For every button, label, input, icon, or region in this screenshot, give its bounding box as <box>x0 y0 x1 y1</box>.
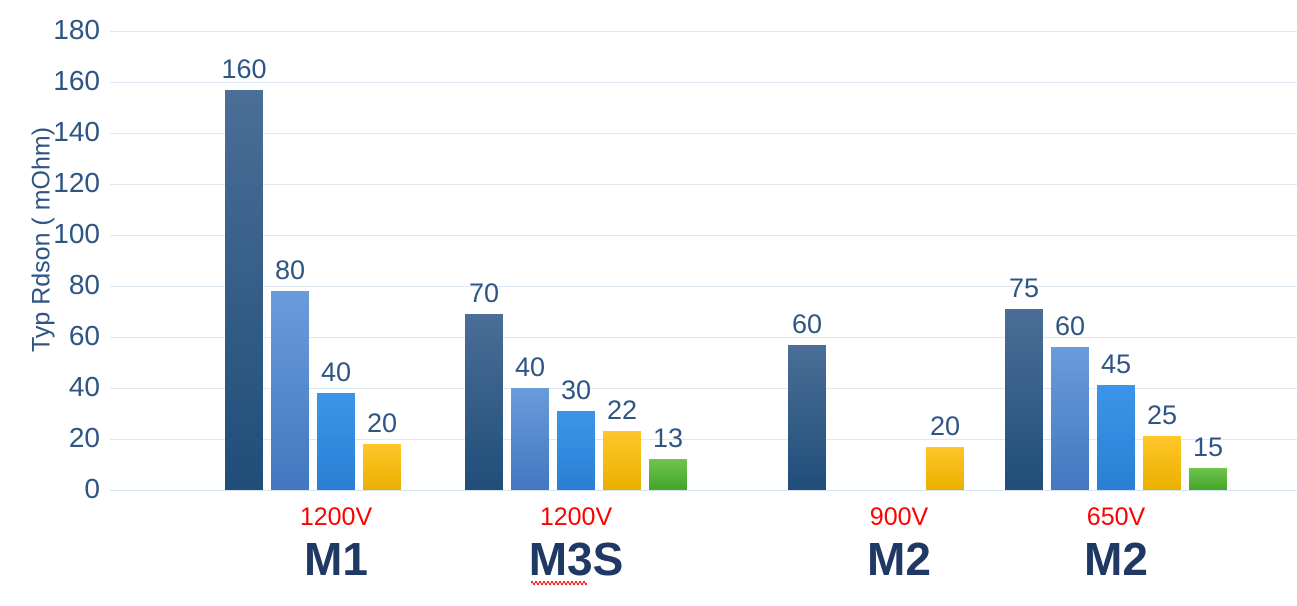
category-label-group: 900V M2 <box>749 503 1049 585</box>
y-axis-tick-label: 160 <box>53 65 100 96</box>
bar <box>317 393 355 490</box>
gridline <box>110 31 1297 32</box>
gridline <box>110 337 1297 338</box>
category-name-label: M1 <box>304 533 368 585</box>
category-voltage-label: 900V <box>869 503 929 531</box>
bar <box>465 314 503 490</box>
gridline <box>110 490 1297 491</box>
bar-value-label: 80 <box>274 255 306 286</box>
gridline <box>110 286 1297 287</box>
bar <box>1005 308 1043 490</box>
y-axis-tick-labels: 180 160 140 120 100 80 60 40 20 0 <box>0 0 100 606</box>
gridline <box>110 235 1297 236</box>
bar <box>363 444 401 490</box>
bar-value-label: 45 <box>1100 349 1132 380</box>
y-axis-tick-label: 20 <box>68 422 100 453</box>
bar-value-label: 60 <box>1054 311 1086 342</box>
bar <box>926 446 964 490</box>
bar <box>1189 468 1227 490</box>
bar-value-label: 40 <box>514 352 546 382</box>
category-voltage-label: 1200V <box>539 503 613 531</box>
bar <box>788 344 826 490</box>
category-voltage-label: 650V <box>1086 503 1146 531</box>
bar-value-label: 40 <box>320 357 352 388</box>
bar <box>1051 347 1089 490</box>
bar-value-label: 20 <box>366 408 398 439</box>
y-axis-tick-label: 140 <box>53 116 100 147</box>
category-name-label: M3S <box>528 533 624 585</box>
category-label-group: 650V M2 <box>966 503 1266 585</box>
y-axis-tick-label: 0 <box>84 473 100 504</box>
y-axis-tick-label: 60 <box>68 320 100 351</box>
category-label-group: 1200V M1 <box>186 503 486 585</box>
bar <box>271 291 309 490</box>
bar-value-label: 160 <box>221 53 267 84</box>
gridline <box>110 82 1297 83</box>
bar-value-label: 22 <box>606 395 638 426</box>
bar <box>603 431 641 490</box>
bar-value-label: 25 <box>1146 400 1178 431</box>
y-axis-tick-label: 80 <box>68 269 100 300</box>
spellcheck-underline <box>530 581 587 585</box>
bar <box>1143 436 1181 490</box>
category-name-label: M2 <box>1084 533 1148 585</box>
y-axis-tick-label: 180 <box>53 14 100 45</box>
gridline <box>110 133 1297 134</box>
category-label-group: 1200V M3S <box>426 503 726 585</box>
bar-value-label: 60 <box>791 308 823 339</box>
y-axis-tick-label: 120 <box>53 167 100 198</box>
bar-value-label: 30 <box>560 374 592 405</box>
bar <box>649 459 687 490</box>
bar <box>225 89 263 490</box>
y-axis-tick-label: 40 <box>68 371 100 402</box>
bar-value-label: 75 <box>1008 272 1040 303</box>
bar <box>557 410 595 490</box>
gridline <box>110 184 1297 185</box>
bar-value-label: 20 <box>929 410 961 441</box>
bar-value-label: 70 <box>468 278 500 309</box>
bar-value-label: 15 <box>1192 432 1224 463</box>
plot-area: 160 80 40 20 1200V M1 70 40 30 22 13 1200V M3S 60 20 90… <box>110 0 1297 606</box>
category-voltage-label: 1200V <box>299 503 373 531</box>
y-axis-tick-label: 100 <box>53 218 100 249</box>
gridline <box>110 439 1297 440</box>
bar-value-label: 13 <box>652 423 684 454</box>
bar <box>1097 385 1135 490</box>
gridline <box>110 388 1297 389</box>
category-name-label: M2 <box>867 533 931 585</box>
bar <box>511 388 549 490</box>
